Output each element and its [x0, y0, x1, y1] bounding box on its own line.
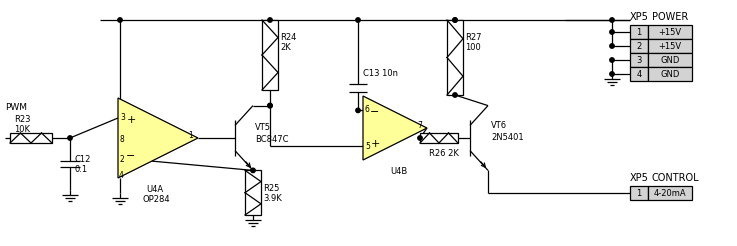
- Text: C12: C12: [75, 155, 91, 165]
- Text: 10K: 10K: [14, 125, 30, 135]
- Text: 1: 1: [188, 132, 193, 140]
- Text: 3: 3: [120, 112, 125, 122]
- Text: GND: GND: [660, 56, 680, 65]
- Text: C13 10n: C13 10n: [363, 68, 398, 77]
- Text: BC847C: BC847C: [255, 136, 288, 144]
- Circle shape: [268, 18, 272, 22]
- Circle shape: [453, 93, 457, 97]
- Text: 4: 4: [119, 170, 124, 180]
- Text: R25: R25: [263, 184, 279, 193]
- Text: 3: 3: [636, 56, 642, 65]
- Text: 1: 1: [636, 189, 642, 198]
- Text: 2: 2: [636, 42, 642, 51]
- Text: −: −: [126, 151, 136, 161]
- Circle shape: [609, 44, 614, 48]
- Text: +: +: [370, 138, 380, 149]
- Bar: [630, 25, 648, 39]
- Bar: [10, 133, 52, 143]
- Text: +: +: [126, 115, 136, 125]
- Text: +15V: +15V: [658, 42, 682, 51]
- Circle shape: [356, 18, 360, 22]
- Bar: [648, 53, 692, 67]
- Circle shape: [609, 72, 614, 76]
- Bar: [630, 67, 648, 81]
- Text: 2: 2: [120, 154, 125, 164]
- Bar: [648, 25, 692, 39]
- Text: XP5: XP5: [630, 12, 649, 22]
- Text: 100: 100: [465, 44, 481, 52]
- Text: VT5: VT5: [255, 123, 271, 133]
- Text: U4B: U4B: [390, 168, 408, 176]
- Circle shape: [251, 168, 255, 173]
- Text: 2K: 2K: [280, 44, 291, 52]
- Text: 7: 7: [417, 122, 422, 130]
- Bar: [648, 39, 692, 53]
- Bar: [648, 67, 692, 81]
- Circle shape: [268, 103, 272, 108]
- Text: +15V: +15V: [658, 28, 682, 37]
- Bar: [630, 53, 648, 67]
- Bar: [648, 186, 692, 200]
- Text: CONTROL: CONTROL: [652, 173, 699, 183]
- Text: U4A: U4A: [146, 185, 163, 195]
- Text: XP5: XP5: [630, 173, 649, 183]
- Bar: [447, 20, 463, 95]
- Text: 3.9K: 3.9K: [263, 194, 282, 203]
- Text: PWM: PWM: [5, 104, 27, 112]
- Text: POWER: POWER: [652, 12, 688, 22]
- Text: 8: 8: [120, 136, 125, 144]
- Circle shape: [609, 58, 614, 62]
- Text: 2N5401: 2N5401: [491, 134, 523, 142]
- Bar: [420, 133, 458, 143]
- Circle shape: [418, 136, 422, 140]
- Text: 6: 6: [365, 105, 370, 114]
- Text: 4: 4: [636, 70, 642, 79]
- Text: 4-20mA: 4-20mA: [654, 189, 686, 198]
- Text: GND: GND: [660, 70, 680, 79]
- Bar: [630, 186, 648, 200]
- Text: 1: 1: [636, 28, 642, 37]
- Text: R27: R27: [465, 33, 481, 43]
- Polygon shape: [363, 96, 427, 160]
- Circle shape: [68, 136, 72, 140]
- Text: OP284: OP284: [143, 196, 171, 204]
- Text: R26 2K: R26 2K: [429, 150, 459, 158]
- Text: 0.1: 0.1: [75, 166, 88, 174]
- Circle shape: [453, 18, 457, 22]
- Polygon shape: [118, 98, 198, 178]
- Circle shape: [356, 108, 360, 113]
- Circle shape: [609, 18, 614, 22]
- Text: −: −: [370, 108, 380, 117]
- Circle shape: [118, 18, 122, 22]
- Bar: [245, 170, 261, 215]
- Text: 5: 5: [365, 142, 370, 151]
- Circle shape: [268, 103, 272, 108]
- Text: R23: R23: [14, 116, 30, 124]
- Text: R24: R24: [280, 33, 296, 43]
- Bar: [262, 20, 278, 90]
- Text: VT6: VT6: [491, 122, 507, 130]
- Circle shape: [609, 30, 614, 34]
- Bar: [630, 39, 648, 53]
- Circle shape: [453, 18, 457, 22]
